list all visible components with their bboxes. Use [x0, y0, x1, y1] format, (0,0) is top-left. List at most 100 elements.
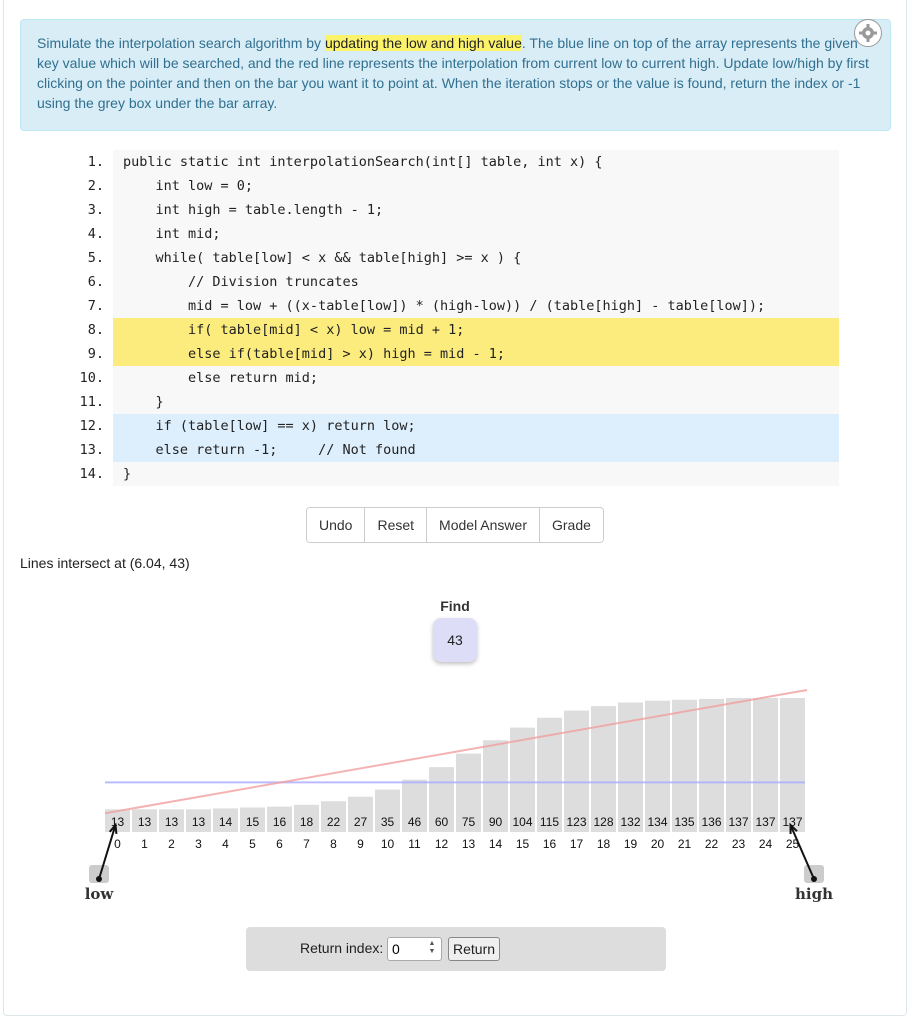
line-number: 11.	[79, 394, 104, 410]
code-text: public static int interpolationSearch(in…	[113, 150, 839, 174]
bar-value: 22	[327, 815, 341, 829]
settings-button[interactable]	[854, 19, 882, 47]
array-bar[interactable]	[780, 698, 805, 832]
code-line: 1. public static int interpolationSearch(…	[58, 150, 839, 174]
high-pointer-arrow	[789, 824, 815, 880]
find-value-box: 43	[433, 618, 477, 662]
code-text: else if(table[mid] > x) high = mid - 1;	[113, 342, 839, 366]
bar-index: 3	[195, 837, 202, 851]
array-bar[interactable]	[456, 753, 481, 832]
array-bar[interactable]	[267, 806, 292, 832]
bar-array: 1301311321331441551661872282793510461160…	[85, 689, 834, 903]
line-number: 1.	[87, 154, 104, 170]
low-pointer[interactable]: low	[85, 822, 118, 903]
bar-index: 8	[330, 837, 337, 851]
return-index-input[interactable]	[387, 937, 442, 961]
array-bar[interactable]	[483, 740, 508, 832]
bar-index: 16	[543, 837, 557, 851]
code-text: }	[113, 462, 839, 486]
array-bar[interactable]	[348, 796, 373, 832]
instructions-text-start: Simulate the interpolation search algori…	[37, 35, 325, 51]
array-bar[interactable]	[105, 809, 130, 832]
line-number: 3.	[87, 202, 104, 218]
bar-value: 136	[701, 815, 721, 829]
code-line: 14.}	[58, 462, 839, 486]
code-line: 6. // Division truncates	[58, 270, 839, 294]
code-text: int mid;	[113, 222, 839, 246]
array-bar[interactable]	[618, 702, 643, 832]
array-bar[interactable]	[132, 809, 157, 832]
code-line: 11. }	[58, 390, 839, 414]
array-bar[interactable]	[645, 700, 670, 832]
bar-value: 18	[300, 815, 314, 829]
code-text: else return mid;	[113, 366, 839, 390]
bar-index: 23	[732, 837, 746, 851]
code-line: 9. else if(table[mid] > x) high = mid - …	[58, 342, 839, 366]
return-button[interactable]: Return	[448, 937, 501, 961]
bar-index: 7	[303, 837, 310, 851]
array-bar[interactable]	[753, 698, 778, 832]
control-buttons: Undo Reset Model Answer Grade	[306, 507, 604, 543]
code-listing: 1. public static int interpolationSearch(…	[58, 150, 839, 487]
code-text: if (table[low] == x) return low;	[113, 414, 839, 438]
bar-value: 35	[381, 815, 395, 829]
bar-value: 115	[540, 815, 559, 829]
bar-index: 15	[516, 837, 530, 851]
bar-value: 16	[273, 815, 287, 829]
array-bar[interactable]	[240, 807, 265, 832]
code-line: 12. if (table[low] == x) return low;	[58, 414, 839, 438]
bar-value: 137	[755, 815, 775, 829]
bar-value: 135	[674, 815, 694, 829]
line-number: 13.	[79, 442, 104, 458]
instructions-highlight: updating the low and high value	[324, 35, 522, 51]
array-bar[interactable]	[429, 767, 454, 832]
bar-index: 1	[141, 837, 148, 851]
array-bar[interactable]	[672, 699, 697, 832]
bar-index: 24	[759, 837, 773, 851]
array-bar[interactable]	[402, 779, 427, 832]
line-number: 12.	[79, 418, 104, 434]
code-text: // Division truncates	[113, 270, 839, 294]
bar-value: 137	[728, 815, 748, 829]
bar-value: 123	[566, 815, 586, 829]
bar-index: 12	[435, 837, 449, 851]
bar-index: 19	[624, 837, 638, 851]
array-bar[interactable]	[726, 698, 751, 832]
array-bar[interactable]	[321, 801, 346, 832]
bar-value: 137	[782, 815, 802, 829]
line-number: 6.	[87, 274, 104, 290]
bar-index: 21	[678, 837, 692, 851]
code-text: mid = low + ((x-table[low]) * (high-low)…	[113, 294, 839, 318]
line-number: 5.	[87, 250, 104, 266]
code-line: 10. else return mid;	[58, 366, 839, 390]
model-answer-button[interactable]: Model Answer	[427, 508, 540, 542]
bar-value: 90	[489, 815, 503, 829]
bar-value: 60	[435, 815, 449, 829]
array-bar[interactable]	[186, 809, 211, 832]
reset-button[interactable]: Reset	[365, 508, 428, 542]
high-pointer[interactable]: high	[789, 822, 834, 903]
code-line: 13. else return -1; // Not found	[58, 438, 839, 462]
bar-value: 104	[512, 815, 532, 829]
low-pointer-label: low	[85, 885, 115, 903]
line-number: 14.	[79, 466, 104, 482]
code-text: else return -1; // Not found	[113, 438, 839, 462]
interpolation-line	[104, 689, 808, 815]
undo-button[interactable]: Undo	[307, 508, 366, 542]
bar-index: 13	[462, 837, 476, 851]
low-pointer-handle[interactable]	[89, 865, 109, 883]
code-line: 4. int mid;	[58, 222, 839, 246]
stepper-icon[interactable]: ▲ ▼	[428, 940, 436, 955]
find-label: Find	[440, 598, 470, 614]
grade-button[interactable]: Grade	[539, 508, 603, 542]
array-bar[interactable]	[213, 808, 238, 832]
array-bar[interactable]	[159, 809, 184, 832]
array-bar[interactable]	[510, 727, 535, 832]
array-bar[interactable]	[294, 804, 319, 832]
array-bar[interactable]	[375, 789, 400, 832]
code-line: 5. while( table[low] < x && table[high] …	[58, 246, 839, 270]
low-pointer-arrowhead	[108, 822, 118, 835]
array-bar[interactable]	[699, 698, 724, 832]
bar-value: 13	[138, 815, 152, 829]
code-text: int high = table.length - 1;	[113, 198, 839, 222]
